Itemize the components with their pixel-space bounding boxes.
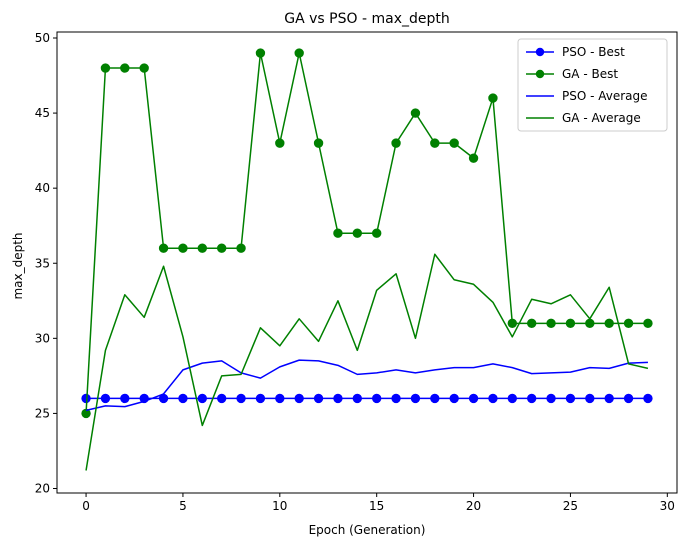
data-point-ga-best (391, 138, 401, 148)
data-point-pso-best (333, 393, 343, 404)
data-point-ga-best (507, 318, 518, 329)
data-point-ga-best (158, 243, 169, 253)
data-point-ga-best (546, 318, 556, 329)
data-point-ga-best (216, 243, 227, 253)
data-point-ga-best (313, 138, 324, 148)
x-tick-label: 10 (272, 499, 287, 513)
legend-label-ga-average: GA - Average (562, 111, 641, 125)
legend-marker-ga-best (535, 69, 545, 79)
data-point-pso-best (604, 393, 614, 404)
data-point-ga-best (585, 318, 595, 329)
series-ga-best (81, 48, 653, 419)
y-tick-label: 20 (35, 481, 50, 495)
data-point-pso-best (275, 393, 285, 404)
data-point-ga-best (120, 63, 130, 73)
data-point-pso-best (449, 393, 459, 404)
data-point-pso-best (507, 393, 518, 404)
x-tick-label: 20 (466, 499, 481, 513)
data-point-ga-best (236, 243, 246, 253)
data-point-pso-best (488, 393, 498, 404)
data-point-ga-best (100, 63, 111, 73)
legend-box (517, 38, 668, 132)
data-point-ga-best (565, 318, 576, 329)
data-point-ga-best (255, 48, 266, 58)
data-point-pso-best (255, 393, 266, 404)
x-tick-label: 5 (179, 499, 187, 513)
data-point-ga-best (371, 228, 382, 238)
data-layer (81, 48, 653, 471)
data-point-ga-best (139, 63, 149, 73)
data-point-ga-best (410, 108, 421, 118)
y-tick-label: 50 (35, 31, 50, 45)
data-point-ga-best (526, 318, 537, 329)
x-tick-label: 25 (563, 499, 578, 513)
plot-area (81, 48, 653, 471)
legend-label-pso-best: PSO - Best (562, 45, 625, 59)
data-point-ga-best (197, 243, 208, 253)
data-point-ga-best (468, 153, 479, 163)
legend-marker-pso-best (535, 47, 545, 57)
data-point-pso-best (352, 393, 363, 404)
series-pso-best (81, 393, 653, 404)
data-point-pso-best (468, 393, 479, 404)
y-tick-label: 35 (35, 256, 50, 270)
data-point-ga-best (333, 228, 343, 238)
x-tick-label: 30 (660, 499, 675, 513)
data-point-pso-best (391, 393, 401, 404)
legend: PSO - Best GA - Best PSO - Average GA - Ave… (517, 38, 668, 132)
data-point-ga-best (294, 48, 304, 58)
series-ga-average (85, 253, 649, 471)
data-point-pso-best (410, 393, 421, 404)
data-point-pso-best (294, 393, 304, 404)
data-point-pso-best (585, 393, 595, 404)
data-point-pso-best (526, 393, 537, 404)
series-line-ga-average (85, 253, 649, 471)
data-point-pso-best (216, 393, 227, 404)
data-point-ga-best (275, 138, 285, 148)
data-point-pso-best (546, 393, 556, 404)
y-axis-label: max_depth (11, 232, 25, 299)
x-axis-label: Epoch (Generation) (309, 523, 426, 537)
plot-frame (56, 31, 678, 494)
data-point-pso-best (197, 393, 208, 404)
data-point-ga-best (352, 228, 363, 238)
data-point-ga-best (643, 318, 653, 329)
axes: 0 5 10 15 20 25 30 20 25 30 35 40 45 50 (35, 31, 678, 513)
data-point-pso-best (371, 393, 382, 404)
data-point-pso-best (100, 393, 111, 404)
y-tick-label: 45 (35, 106, 50, 120)
data-point-pso-best (430, 393, 440, 404)
data-point-ga-best (178, 243, 188, 253)
data-point-pso-best (623, 393, 634, 404)
series-line-pso-average (85, 359, 648, 412)
x-tick-label: 15 (369, 499, 384, 513)
y-tick-label: 30 (35, 331, 50, 345)
data-point-pso-best (178, 393, 188, 404)
legend-label-pso-average: PSO - Average (562, 89, 648, 103)
x-tick-label: 0 (82, 499, 90, 513)
data-point-pso-best (236, 393, 246, 404)
data-point-ga-best (81, 408, 91, 419)
data-point-ga-best (488, 93, 498, 103)
data-point-pso-best (120, 393, 130, 404)
chart-title: GA vs PSO - max_depth (284, 11, 449, 27)
data-point-pso-best (643, 393, 653, 404)
data-point-ga-best (604, 318, 614, 329)
series-pso-average (85, 359, 648, 412)
data-point-ga-best (623, 318, 634, 329)
data-point-ga-best (449, 138, 459, 148)
data-point-pso-best (565, 393, 576, 404)
data-point-ga-best (430, 138, 440, 148)
legend-label-ga-best: GA - Best (562, 67, 618, 81)
y-tick-label: 40 (35, 181, 50, 195)
data-point-pso-best (313, 393, 324, 404)
y-tick-label: 25 (35, 406, 50, 420)
